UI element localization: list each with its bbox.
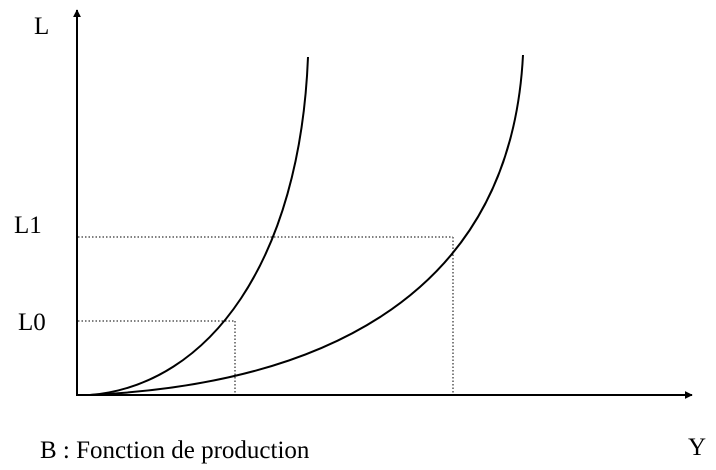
l1-label: L1 xyxy=(14,212,42,239)
y-axis-label: L xyxy=(34,13,49,40)
flat-curve xyxy=(89,54,524,396)
x-axis-label: Y xyxy=(688,434,706,461)
steep-curve xyxy=(89,56,309,396)
caption: B : Fonction de production xyxy=(40,437,310,464)
l0-label: L0 xyxy=(18,309,46,336)
